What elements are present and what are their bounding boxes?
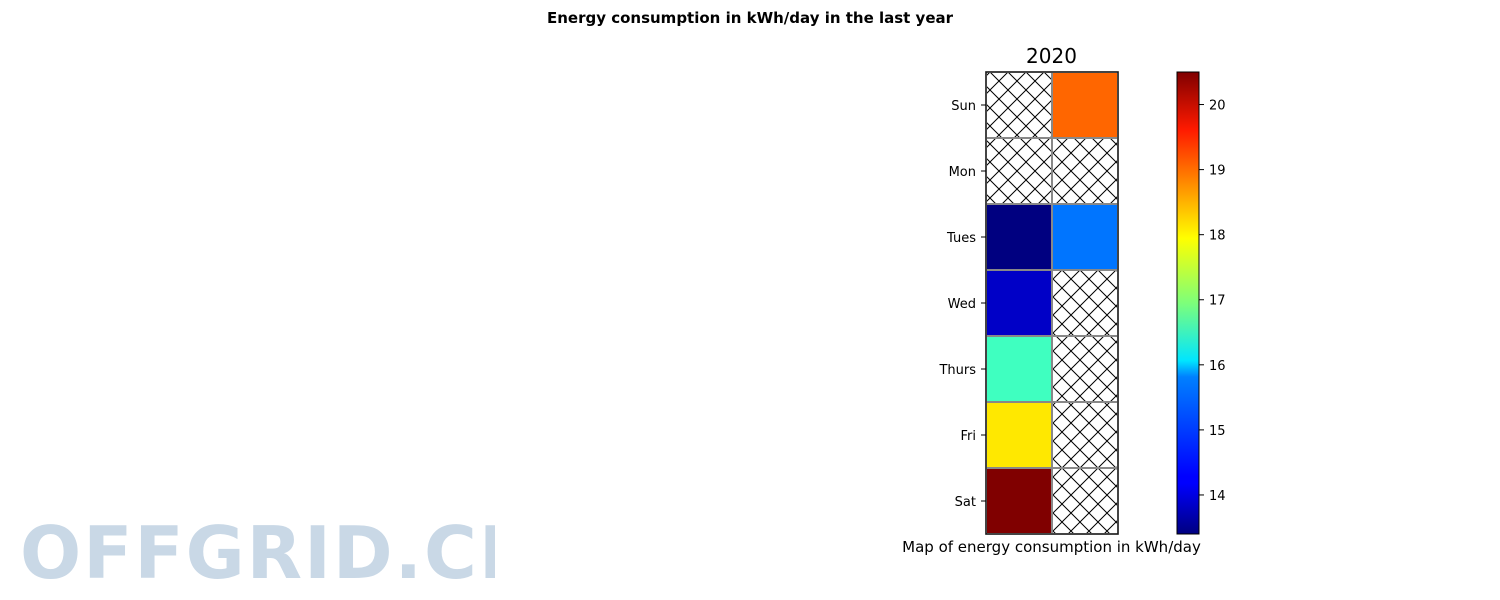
heatmap-cell — [985, 269, 1053, 337]
heatmap-cell-missing — [1051, 335, 1119, 403]
heatmap-cell-missing — [985, 71, 1053, 139]
watermark-logo: OFFGRID.CH — [20, 518, 495, 588]
heatmap-cell-missing — [1051, 269, 1119, 337]
heatmap-frame — [985, 71, 1119, 535]
heatmap-cell — [1051, 71, 1119, 139]
x-axis-label: Map of energy consumption in kWh/day — [902, 538, 1201, 556]
heatmap-cell-missing — [985, 137, 1053, 205]
y-tick-label: Sat — [955, 495, 976, 510]
colorbar-tick-label: 18 — [1209, 229, 1226, 244]
heatmap-cell-missing — [1051, 467, 1119, 535]
y-tick-label: Thurs — [938, 363, 976, 378]
colorbar-tick-label: 19 — [1209, 164, 1226, 179]
y-tick-label: Wed — [948, 297, 976, 312]
y-tick-label: Tues — [946, 231, 976, 246]
colorbar — [1176, 71, 1200, 535]
heatmap-cell — [985, 467, 1053, 535]
colorbar-tick-label: 20 — [1209, 99, 1226, 114]
heatmap-cell — [985, 401, 1053, 469]
heatmap-cell — [1051, 203, 1119, 271]
subplot-title: 2020 — [1026, 44, 1077, 68]
y-tick-label: Fri — [961, 429, 977, 444]
heatmap-cell-missing — [1051, 401, 1119, 469]
colorbar-tick-label: 14 — [1209, 489, 1226, 504]
figure-title: Energy consumption in kWh/day in the las… — [546, 9, 954, 27]
colorbar-tick-label: 16 — [1209, 359, 1226, 374]
colorbar-tick-label: 17 — [1209, 294, 1226, 309]
y-tick-label: Mon — [949, 165, 976, 180]
heatmap-cell — [985, 335, 1053, 403]
heatmap-cell-missing — [1051, 137, 1119, 205]
heatmap-cell — [985, 203, 1053, 271]
y-tick-label: Sun — [951, 99, 976, 114]
colorbar-tick-label: 15 — [1209, 424, 1226, 439]
